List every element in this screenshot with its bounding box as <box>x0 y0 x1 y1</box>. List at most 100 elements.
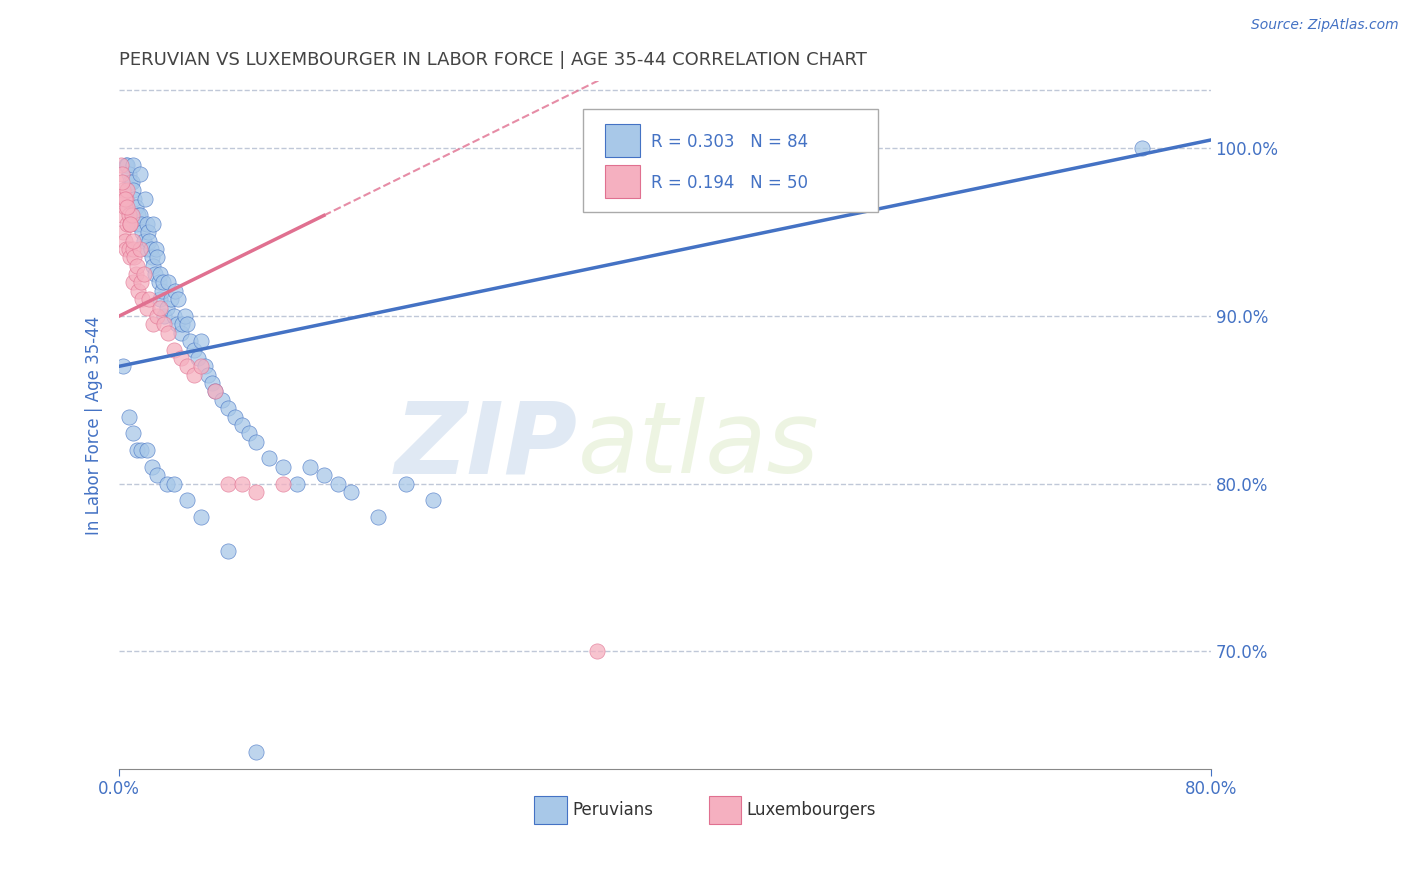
Point <box>179 334 201 348</box>
Point <box>128 167 150 181</box>
Point <box>176 359 198 374</box>
Point <box>121 175 143 189</box>
Point <box>114 192 136 206</box>
Point <box>149 267 172 281</box>
Point <box>165 284 187 298</box>
Point <box>176 318 198 332</box>
Point <box>141 250 163 264</box>
Point <box>128 242 150 256</box>
Point <box>139 242 162 256</box>
Point <box>211 392 233 407</box>
Point <box>194 359 217 374</box>
Point <box>111 175 134 189</box>
Text: Luxembourgers: Luxembourgers <box>747 801 876 819</box>
Text: R = 0.303   N = 84: R = 0.303 N = 84 <box>651 133 808 151</box>
Point <box>131 292 153 306</box>
Point <box>176 493 198 508</box>
Point <box>271 459 294 474</box>
Point <box>157 276 180 290</box>
Point <box>170 318 193 332</box>
Y-axis label: In Labor Force | Age 35-44: In Labor Force | Age 35-44 <box>86 316 103 534</box>
Point <box>153 318 176 332</box>
Point <box>231 476 253 491</box>
Point <box>197 368 219 382</box>
Point <box>173 309 195 323</box>
Point <box>125 259 148 273</box>
Point <box>110 192 132 206</box>
Point <box>120 175 142 189</box>
Point <box>245 745 267 759</box>
Point <box>134 192 156 206</box>
Point <box>111 209 134 223</box>
Point <box>149 301 172 315</box>
Text: Peruvians: Peruvians <box>572 801 654 819</box>
FancyBboxPatch shape <box>605 165 640 198</box>
Point <box>149 292 172 306</box>
Point <box>124 192 146 206</box>
Point <box>115 242 138 256</box>
Point <box>122 276 145 290</box>
Point <box>128 209 150 223</box>
Point <box>117 200 139 214</box>
Point <box>120 217 142 231</box>
Point <box>142 217 165 231</box>
Point <box>367 510 389 524</box>
Point <box>112 359 135 374</box>
Point <box>125 443 148 458</box>
Point <box>201 376 224 390</box>
Point <box>114 234 136 248</box>
Point <box>160 292 183 306</box>
Point <box>129 443 152 458</box>
Point <box>129 276 152 290</box>
Point <box>145 242 167 256</box>
Point <box>204 384 226 399</box>
Point <box>422 493 444 508</box>
Point <box>110 158 132 172</box>
Point <box>131 225 153 239</box>
Point <box>115 158 138 172</box>
Point <box>122 183 145 197</box>
Point <box>204 384 226 399</box>
Point <box>121 209 143 223</box>
Point <box>238 426 260 441</box>
Point <box>190 359 212 374</box>
Point <box>135 242 157 256</box>
Point <box>153 309 176 323</box>
Point <box>122 242 145 256</box>
Point <box>122 426 145 441</box>
Point <box>142 259 165 273</box>
Point <box>183 343 205 357</box>
Point <box>190 510 212 524</box>
Point <box>150 284 173 298</box>
Point <box>163 309 186 323</box>
Point <box>326 476 349 491</box>
Point <box>132 234 155 248</box>
Point <box>117 217 139 231</box>
Point <box>245 485 267 500</box>
Point <box>146 309 169 323</box>
Point <box>135 443 157 458</box>
Point <box>217 401 239 416</box>
Point <box>183 368 205 382</box>
Point <box>163 343 186 357</box>
Point <box>124 267 146 281</box>
Point <box>120 250 142 264</box>
FancyBboxPatch shape <box>709 796 741 823</box>
Point <box>217 476 239 491</box>
Point <box>124 250 146 264</box>
Point <box>169 326 191 340</box>
Point <box>152 276 174 290</box>
Point <box>167 292 190 306</box>
Point <box>157 326 180 340</box>
Point <box>156 301 179 315</box>
Point <box>111 167 134 181</box>
Point <box>143 267 166 281</box>
Point <box>224 409 246 424</box>
Text: ZIP: ZIP <box>395 397 578 494</box>
Point <box>122 158 145 172</box>
Point <box>142 318 165 332</box>
Point <box>312 468 335 483</box>
Point <box>132 267 155 281</box>
Point <box>117 158 139 172</box>
Point <box>148 276 170 290</box>
